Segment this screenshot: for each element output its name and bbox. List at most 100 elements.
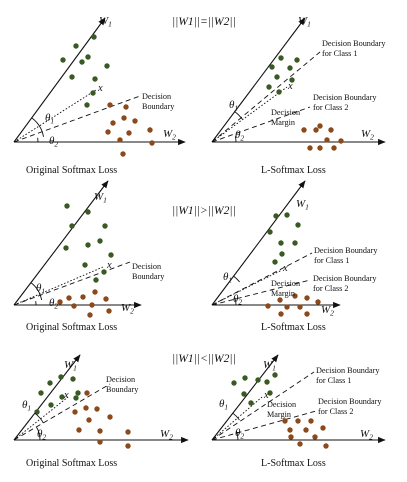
- angle-arc: [232, 412, 240, 421]
- boundary-class1-label-line2: for Class 1: [314, 256, 349, 265]
- decision-boundary-line: [211, 410, 317, 441]
- sample-x-vector: [211, 269, 283, 306]
- class2-sample-dot: [288, 434, 294, 440]
- class1-sample-dot: [295, 222, 301, 228]
- left-panel-caption: Original Softmax Loss: [26, 458, 117, 469]
- class1-sample-dot: [272, 372, 278, 378]
- class2-sample-dot: [324, 137, 330, 143]
- class1-sample-dot: [272, 259, 278, 265]
- class2-sample-dot: [317, 145, 323, 151]
- w2-label: W2: [360, 428, 373, 442]
- angle-arc: [234, 136, 237, 143]
- class1-sample-dot: [69, 223, 75, 229]
- decision-boundary-line: [211, 51, 321, 143]
- right-panel-caption: L-Softmax Loss: [261, 322, 326, 333]
- class1-sample-dot: [231, 380, 237, 386]
- class1-sample-dot: [85, 54, 91, 60]
- class1-sample-dot: [102, 223, 108, 229]
- decision-boundary-line: [13, 95, 141, 143]
- norm-condition-heading: ||W1||>||W2||: [172, 205, 236, 217]
- class2-sample-dot: [284, 304, 290, 310]
- angle-arc: [36, 426, 41, 441]
- class2-sample-dot: [121, 115, 127, 121]
- class1-sample-dot: [97, 238, 103, 244]
- class2-sample-dot: [278, 311, 284, 317]
- decision-margin-label-line1: Decision: [271, 108, 300, 117]
- class2-sample-dot: [312, 434, 318, 440]
- panel-original-softmax-equal-norm: W1 W2 x θ1 θ2 Decision Boundary Original Sof…: [13, 15, 186, 176]
- class1-sample-dot: [84, 102, 90, 108]
- class2-sample-dot: [125, 443, 131, 449]
- class1-sample-dot: [60, 57, 66, 63]
- class2-sample-dot: [84, 390, 90, 396]
- decision-boundary-label-line2: Boundary: [132, 272, 165, 281]
- w1-label: W1: [94, 191, 107, 205]
- class1-sample-dot: [63, 245, 69, 251]
- boundary-class1-label-line1: Decision Boundary: [314, 246, 378, 255]
- row-headings: ||W1||=||W2|| ||W1||>||W2|| ||W1||<||W2||: [172, 16, 236, 365]
- class1-sample-dot: [70, 376, 76, 382]
- class1-sample-dot: [58, 374, 64, 380]
- right-panel-caption: L-Softmax Loss: [261, 458, 326, 469]
- decision-boundary-label-line2: Boundary: [106, 385, 139, 394]
- class2-sample-dot: [97, 428, 103, 434]
- decision-boundary-line: [211, 106, 311, 143]
- class2-sample-dot: [308, 418, 314, 424]
- class1-sample-dot: [273, 213, 279, 219]
- decision-margin-label-line1: Decision: [271, 279, 300, 288]
- left-panel-caption: Original Softmax Loss: [26, 322, 117, 333]
- class1-sample-dot: [278, 240, 284, 246]
- decision-margin-label-line2: Margin: [271, 289, 295, 298]
- class2-sample-dot: [106, 308, 112, 314]
- decision-margin-label-line2: Margin: [267, 410, 291, 419]
- theta1-label: θ1: [45, 112, 54, 126]
- class1-sample-dot: [38, 390, 44, 396]
- class2-sample-dot: [97, 439, 103, 445]
- w1-weight-vector: [211, 180, 306, 306]
- class1-sample-dot: [255, 377, 261, 383]
- w2-label: W2: [160, 428, 173, 442]
- decision-boundary-label-line1: Decision: [132, 262, 161, 271]
- class1-sample-dot: [284, 212, 290, 218]
- class2-sample-dot: [87, 312, 93, 318]
- class2-sample-dot: [107, 414, 113, 420]
- w1-weight-vector: [211, 17, 306, 143]
- w2-label: W2: [163, 128, 176, 142]
- x-sample-label: x: [287, 81, 293, 92]
- class1-sample-dot: [294, 57, 300, 63]
- w1-label: W1: [64, 359, 77, 373]
- w1-weight-vector: [13, 17, 106, 143]
- norm-condition-heading: ||W1||=||W2||: [172, 16, 236, 28]
- w1-label: W1: [263, 359, 276, 373]
- panel-axes: W1 W2 x θ1 θ2: [13, 354, 189, 449]
- decision-boundary-label-line1: Decision: [106, 375, 135, 384]
- panel-original-softmax-w2-larger: W1 W2 x θ1 θ2 Decision Boundary Original Sof…: [13, 354, 189, 469]
- class1-sample-dot: [264, 379, 270, 385]
- decision-margin-label-line2: Margin: [271, 118, 295, 127]
- theta2-label: θ2: [49, 135, 58, 149]
- angle-arc: [34, 412, 44, 424]
- class1-sample-dot: [289, 77, 295, 83]
- class2-sample-dot: [123, 104, 129, 110]
- class2-sample-dot: [76, 427, 82, 433]
- x-sample-label: x: [97, 83, 103, 94]
- theta1-label: θ1: [223, 271, 232, 285]
- class1-sample-dot: [91, 34, 97, 40]
- decision-boundary-line: [211, 371, 315, 441]
- boundary-class2-label-line1: Decision Boundary: [313, 274, 377, 283]
- boundary-class1-label-line2: for Class 1: [322, 49, 357, 58]
- theta1-label: θ1: [22, 399, 31, 413]
- class2-sample-dot: [86, 417, 92, 423]
- class1-sample-dot: [274, 74, 280, 80]
- class2-sample-dot: [338, 138, 344, 144]
- x-sample-label: x: [282, 263, 288, 274]
- left-panel-caption: Original Softmax Loss: [26, 165, 117, 176]
- class1-sample-dot: [47, 380, 53, 386]
- class1-sample-dot: [64, 203, 70, 209]
- class1-sample-dot: [85, 209, 91, 215]
- class2-sample-dot: [92, 289, 98, 295]
- theta2-label: θ2: [37, 428, 46, 442]
